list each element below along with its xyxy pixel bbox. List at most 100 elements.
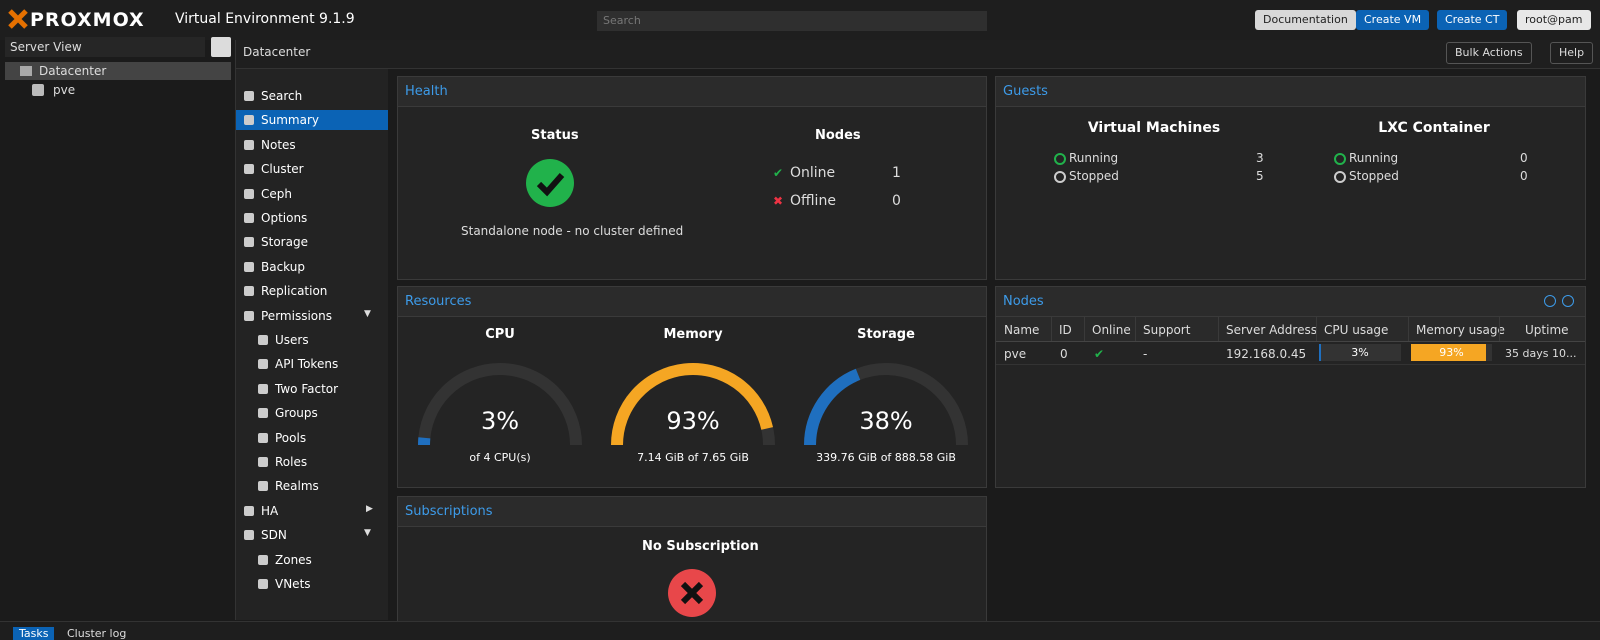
guests-heading: Virtual Machines — [1087, 120, 1221, 136]
online-count: 1 — [892, 165, 901, 181]
version: Virtual Environment 9.1.9 — [175, 11, 355, 27]
subscription-heading: No Subscription — [642, 539, 759, 554]
menu-item[interactable]: VNets — [275, 577, 311, 591]
panel-title: Nodes — [996, 287, 1585, 317]
status-icon — [1054, 153, 1066, 165]
menu-item[interactable]: Backup — [261, 259, 305, 274]
menu-icon — [244, 188, 254, 199]
panel-title: Resources — [398, 287, 986, 317]
no-subscription-icon — [668, 569, 716, 617]
menu-item[interactable]: Two Factor — [275, 381, 339, 396]
column-divider — [1135, 317, 1136, 341]
menu-selection — [236, 110, 388, 131]
column-header[interactable]: Server Address — [1226, 323, 1317, 337]
logo: PROXMOX — [30, 9, 145, 31]
menu-item[interactable]: Cluster — [261, 162, 304, 177]
column-header[interactable]: Memory usage — [1416, 323, 1505, 337]
tree-panel — [0, 40, 236, 620]
menu-item[interactable]: Pools — [275, 430, 307, 445]
menu-item[interactable]: Options — [261, 211, 308, 225]
panel-title: Guests — [996, 77, 1585, 107]
menu-item[interactable]: Replication — [261, 284, 328, 299]
offline-icon: ✖ — [773, 194, 784, 208]
health-panel: Health Status Standalone node - no clust… — [397, 76, 987, 280]
documentation-button[interactable]: Documentation — [1255, 10, 1356, 30]
menu-item[interactable]: HA — [261, 503, 279, 518]
column-divider — [1408, 317, 1409, 341]
column-divider — [1316, 317, 1317, 341]
menu-item[interactable]: Ceph — [261, 186, 292, 201]
cell-support: - — [1143, 347, 1148, 361]
view-selector[interactable]: Server View — [5, 37, 205, 57]
usage-track — [1319, 344, 1401, 361]
status-icon — [1334, 171, 1346, 183]
gauge-title: Storage — [857, 327, 915, 342]
cell-id: 0 — [1060, 347, 1068, 361]
guest-count: 0 — [1520, 151, 1528, 165]
node-icon — [32, 84, 44, 96]
column-header[interactable]: CPU usage — [1324, 323, 1389, 337]
create-vm-button[interactable]: Create VM — [1356, 10, 1430, 30]
status-text: Standalone node - no cluster defined — [461, 224, 684, 238]
settings-button[interactable] — [211, 37, 231, 57]
usage-label: 93% — [1439, 346, 1464, 359]
gauge-title: Memory — [663, 327, 723, 342]
collapse-button[interactable] — [1544, 295, 1556, 307]
expand-arrow: ▼ — [364, 308, 371, 319]
column-header[interactable]: ID — [1059, 323, 1072, 337]
guest-label: Stopped — [1349, 169, 1399, 183]
table-row[interactable] — [996, 342, 1585, 365]
tree-item[interactable]: pve — [53, 83, 76, 97]
menu-item[interactable]: SDN — [261, 528, 287, 543]
expand-arrow: ▶ — [366, 503, 373, 514]
menu-icon — [258, 359, 268, 370]
create-ct-button[interactable]: Create CT — [1437, 10, 1508, 30]
status-ok-icon — [526, 159, 574, 207]
panel-title: Subscriptions — [398, 497, 986, 527]
menu-item[interactable]: Realms — [275, 479, 319, 494]
column-header[interactable]: Support — [1143, 323, 1191, 337]
tree-item[interactable]: Datacenter — [39, 64, 107, 78]
menu-item[interactable]: Storage — [261, 235, 308, 250]
gauge-value: 3% — [480, 407, 520, 435]
column-header[interactable]: Online — [1092, 323, 1131, 337]
menu: Search Summary Notes Cluster Ceph Options Stor… — [236, 69, 388, 620]
footer-tab[interactable]: Tasks — [13, 627, 55, 640]
menu-icon — [258, 457, 268, 467]
menu-icon — [244, 261, 254, 272]
user-button[interactable]: root@pam — [1517, 10, 1591, 30]
column-header[interactable]: Name — [1004, 323, 1040, 337]
gauge-title: CPU — [485, 327, 515, 342]
guests-panel: Guests Virtual Machines Running 3 Stopped 5 L… — [995, 76, 1586, 280]
menu-item[interactable]: Search — [261, 89, 303, 103]
menu-icon — [244, 115, 254, 126]
menu-icon — [244, 139, 254, 150]
expand-button[interactable] — [1562, 295, 1574, 307]
menu-item[interactable]: Users — [275, 333, 309, 347]
column-header[interactable]: Uptime — [1525, 323, 1569, 337]
search-box[interactable]: Search — [597, 11, 987, 31]
menu-item[interactable]: Zones — [275, 552, 312, 567]
cell-uptime: 35 days 10... — [1505, 347, 1577, 360]
menu-item[interactable]: Permissions — [261, 308, 332, 323]
menu-icon — [258, 554, 268, 565]
menu-icon — [244, 237, 254, 248]
guest-count: 3 — [1256, 151, 1264, 165]
guest-count: 0 — [1520, 169, 1528, 183]
gauge-track — [418, 363, 582, 446]
help-button[interactable]: Help — [1550, 42, 1594, 64]
column-divider — [1051, 317, 1052, 341]
menu-icon — [244, 505, 254, 516]
bulk-actions-button[interactable]: Bulk Actions — [1446, 42, 1532, 64]
guest-count: 5 — [1256, 169, 1264, 183]
nodes-panel: Nodes Name ID Online Support Server Address C… — [995, 286, 1586, 488]
menu-item[interactable]: Roles — [275, 455, 308, 469]
menu-item[interactable]: Groups — [275, 406, 318, 421]
menu-item[interactable]: API Tokens — [275, 357, 339, 372]
gauge-fill — [804, 368, 861, 446]
footer-tab[interactable]: Cluster log — [67, 627, 127, 640]
online-label: Online — [790, 165, 836, 181]
menu-item[interactable]: Notes — [261, 137, 296, 152]
menu-item[interactable]: Summary — [261, 113, 319, 128]
column-divider — [1084, 317, 1085, 341]
